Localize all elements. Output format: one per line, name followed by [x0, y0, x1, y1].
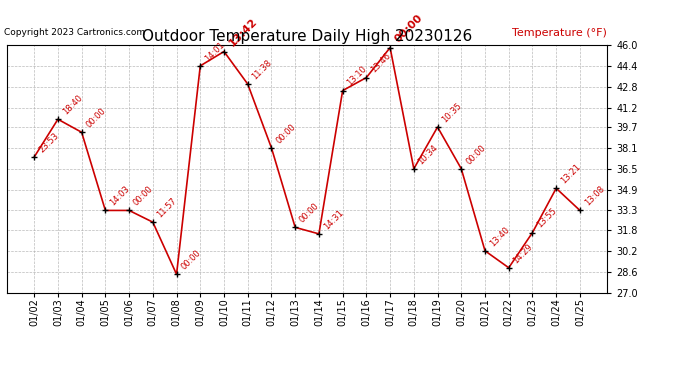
- Text: 13:10: 13:10: [346, 64, 368, 88]
- Text: 00:00: 00:00: [132, 184, 155, 208]
- Text: 00:00: 00:00: [274, 122, 297, 145]
- Text: 13:46: 13:46: [369, 51, 393, 75]
- Text: 18:40: 18:40: [61, 93, 84, 117]
- Text: 23:53: 23:53: [37, 131, 60, 154]
- Text: 10:35: 10:35: [440, 101, 464, 124]
- Text: 11:38: 11:38: [250, 58, 274, 81]
- Text: Copyright 2023 Cartronics.com: Copyright 2023 Cartronics.com: [4, 28, 145, 37]
- Text: 00:00: 00:00: [393, 13, 424, 45]
- Text: 10:34: 10:34: [417, 143, 440, 166]
- Text: 13:42: 13:42: [227, 16, 259, 49]
- Text: 13:08: 13:08: [582, 184, 606, 208]
- Text: 00:00: 00:00: [298, 201, 321, 225]
- Text: 14:03: 14:03: [108, 184, 131, 208]
- Text: 13:40: 13:40: [488, 225, 511, 248]
- Text: 00:00: 00:00: [464, 143, 487, 166]
- Text: 14:31: 14:31: [322, 208, 345, 231]
- Text: 14:01: 14:01: [203, 40, 226, 63]
- Text: 00:00: 00:00: [84, 106, 108, 129]
- Text: 13:21: 13:21: [559, 162, 582, 186]
- Text: 14:29: 14:29: [511, 242, 535, 265]
- Text: Temperature (°F): Temperature (°F): [512, 28, 607, 38]
- Title: Outdoor Temperature Daily High 20230126: Outdoor Temperature Daily High 20230126: [142, 29, 472, 44]
- Text: 00:00: 00:00: [179, 248, 202, 272]
- Text: 13:55: 13:55: [535, 207, 558, 230]
- Text: 11:57: 11:57: [156, 196, 179, 219]
